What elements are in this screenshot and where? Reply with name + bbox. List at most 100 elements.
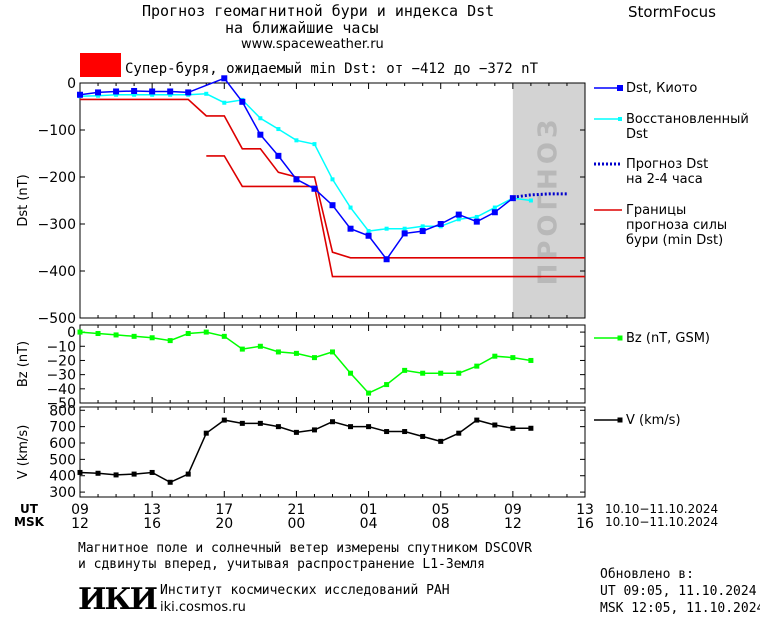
msk-tick-label: 20 xyxy=(215,516,233,532)
y-tick-label: −200 xyxy=(38,170,76,186)
footer-note-line1: Магнитное поле и солнечный ветер измерен… xyxy=(78,541,532,556)
legend-marker xyxy=(618,117,622,121)
storm-color-swatch xyxy=(80,53,121,77)
bounds-line xyxy=(80,98,585,259)
dst-point xyxy=(293,176,300,183)
bz-point xyxy=(438,370,444,376)
forecast-dst-line xyxy=(512,192,567,199)
y-axis-label: Dst (nT) xyxy=(16,174,31,226)
legend-label: Bz (nT, GSM) xyxy=(626,331,710,346)
ut-tick-label: 13 xyxy=(576,502,594,518)
ut-tick-label: 09 xyxy=(71,502,89,518)
y-tick-label: −20 xyxy=(46,353,76,369)
iki-logo: ИКИ xyxy=(78,582,158,617)
restored-dst-point xyxy=(276,127,281,132)
bz-point xyxy=(330,349,335,355)
bz-point xyxy=(95,331,101,337)
bz-point xyxy=(402,367,408,373)
bz-panel: 0−10−20−30−40−50 Bz (nT) xyxy=(16,324,586,412)
y-tick-label: 400 xyxy=(49,469,76,485)
dst-point xyxy=(149,88,156,95)
restored-dst-point xyxy=(402,226,407,231)
speed-point xyxy=(275,424,281,430)
restored-dst-point xyxy=(258,116,263,121)
y-tick-label: 0 xyxy=(67,76,76,92)
page-subtitle: на ближайшие часы xyxy=(225,19,379,37)
restored-dst-point xyxy=(96,93,101,98)
restored-dst-point xyxy=(204,91,209,96)
msk-label: MSK xyxy=(14,515,44,529)
date-range-ut: 10.10−11.10.2024 xyxy=(605,502,719,516)
speed-point xyxy=(348,424,354,430)
bz-point xyxy=(420,370,426,376)
restored-dst-line xyxy=(79,93,531,232)
legend-marker xyxy=(617,85,623,91)
speed-point xyxy=(474,417,480,423)
date-range-msk: 10.10−11.10.2024 xyxy=(605,515,719,529)
dst-point xyxy=(221,75,228,82)
y-tick-label: 0 xyxy=(67,325,76,341)
restored-dst-point xyxy=(222,100,227,105)
dst-point xyxy=(401,230,408,237)
bz-point xyxy=(474,363,480,369)
speed-point xyxy=(203,430,209,436)
legend-label: Dst xyxy=(626,127,648,142)
y-tick-label: −50 xyxy=(46,396,76,412)
bz-point xyxy=(366,390,372,396)
speed-point xyxy=(402,429,408,435)
legend-marker xyxy=(617,417,623,423)
bz-point xyxy=(257,343,263,349)
y-tick-label: 300 xyxy=(49,485,76,501)
speed-point xyxy=(185,471,191,477)
updated-ut: UT 09:05, 11.10.2024 xyxy=(600,584,757,599)
bz-point xyxy=(510,355,516,361)
forecast-zone xyxy=(512,83,585,318)
restored-dst-point xyxy=(492,205,497,210)
speed-point xyxy=(221,417,227,423)
speed-point xyxy=(113,472,119,478)
ut-tick-label: 05 xyxy=(432,502,450,518)
msk-tick-label: 04 xyxy=(360,516,378,532)
restored-dst-point xyxy=(312,142,317,147)
restored-dst-point xyxy=(294,138,299,143)
legend-label: бури (min Dst) xyxy=(626,233,723,248)
institute-name: Институт космических исследований РАН xyxy=(160,583,450,598)
dst-point xyxy=(77,91,83,98)
y-tick-label: −500 xyxy=(38,311,76,327)
speed-line xyxy=(79,419,531,484)
y-tick-label: 600 xyxy=(49,436,76,452)
legend-label: Dst, Киото xyxy=(626,81,697,96)
bz-point xyxy=(113,332,119,338)
dst-point xyxy=(455,211,462,218)
bz-point xyxy=(528,357,534,363)
restored-dst-point xyxy=(330,177,335,182)
y-tick-label: −30 xyxy=(46,368,76,384)
bz-point xyxy=(311,355,317,361)
dst-point xyxy=(239,98,246,105)
speed-point xyxy=(77,469,83,475)
y-tick-label: −300 xyxy=(38,217,76,233)
restored-dst-point xyxy=(456,217,461,222)
restored-dst-point xyxy=(168,92,173,97)
msk-tick-label: 12 xyxy=(71,516,89,532)
speed-point xyxy=(149,469,155,475)
dst-line xyxy=(79,77,514,261)
msk-tick-label: 16 xyxy=(143,516,161,532)
legend-label: прогноза силы xyxy=(626,218,727,233)
y-axis-label: Bz (nT) xyxy=(16,341,31,387)
bz-point xyxy=(167,338,173,344)
institute-site[interactable]: iki.cosmos.ru xyxy=(160,600,246,615)
speed-point xyxy=(293,429,299,435)
restored-dst-point xyxy=(150,92,155,97)
speed-point xyxy=(510,425,516,431)
bz-point xyxy=(203,329,209,335)
site-url[interactable]: www.spaceweather.ru xyxy=(241,37,384,52)
dst-point xyxy=(509,195,516,202)
legend-label: V (km/s) xyxy=(626,413,681,428)
msk-tick-label: 08 xyxy=(432,516,450,532)
legend-label: Восстановленный xyxy=(626,112,749,127)
speed-point xyxy=(492,422,498,428)
dst-point xyxy=(113,88,120,95)
